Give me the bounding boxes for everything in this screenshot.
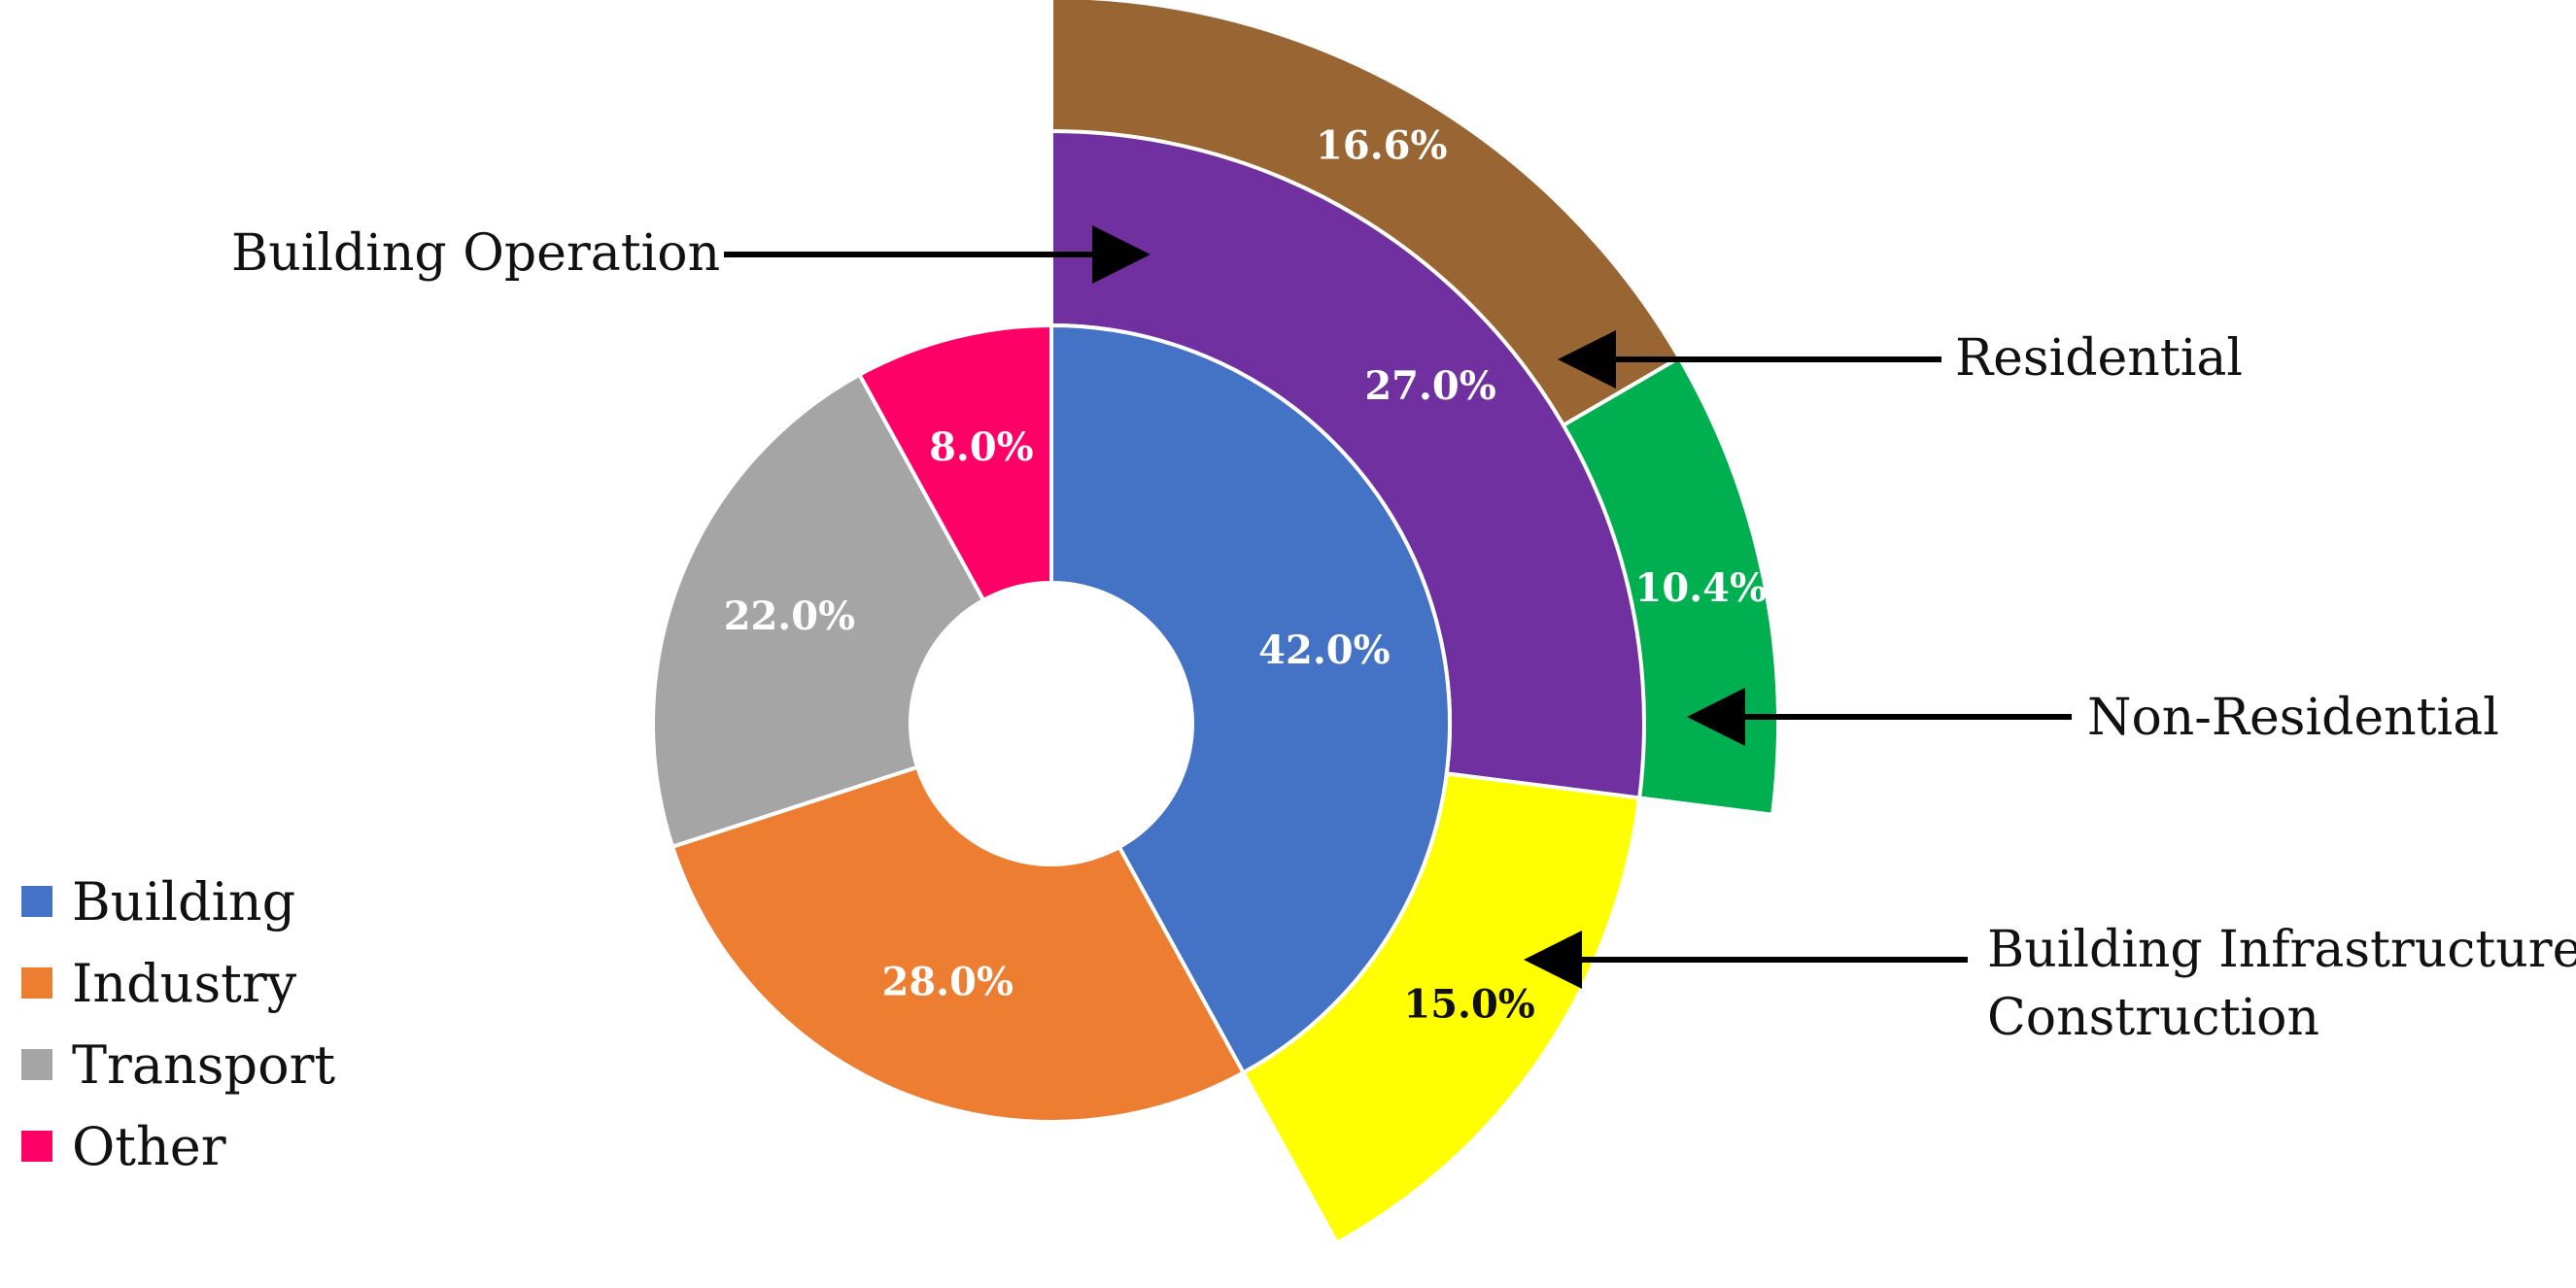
legend-label-industry: Industry bbox=[72, 953, 297, 1014]
callout-non-residential: Non-Residential bbox=[2087, 689, 2499, 747]
callouts: Building Operation Residential Non-Resid… bbox=[231, 224, 2576, 1047]
inner-slice-building bbox=[1049, 322, 1452, 1076]
legend-swatch-other bbox=[21, 1131, 52, 1162]
outer-label-residential: 16.6% bbox=[1316, 123, 1447, 169]
inner-label-industry: 28.0% bbox=[882, 960, 1013, 1005]
outer-label-non-residential: 10.4% bbox=[1635, 565, 1767, 611]
callout-residential: Residential bbox=[1955, 329, 2243, 388]
chart-slices bbox=[651, 0, 1780, 1246]
middle-label-building-operation: 27.0% bbox=[1364, 363, 1495, 409]
legend: Building Industry Transport Other bbox=[21, 871, 335, 1177]
callout-building-operation: Building Operation bbox=[231, 224, 720, 283]
inner-slice-industry bbox=[670, 764, 1247, 1124]
callout-infrastructure-line2: Construction bbox=[1987, 989, 2319, 1047]
inner-label-building: 42.0% bbox=[1258, 627, 1390, 673]
middle-label-building-infrastructure-construction: 15.0% bbox=[1403, 981, 1534, 1027]
callout-infrastructure-line1: Building Infrastructure bbox=[1987, 921, 2576, 979]
legend-swatch-building bbox=[21, 886, 52, 917]
legend-swatch-transport bbox=[21, 1049, 52, 1080]
inner-label-other: 8.0% bbox=[929, 424, 1034, 470]
inner-slice-other bbox=[856, 322, 1053, 603]
legend-label-other: Other bbox=[72, 1116, 226, 1177]
inner-slice-transport bbox=[651, 371, 986, 850]
legend-label-building: Building bbox=[72, 871, 295, 932]
chart-slice-labels: 16.6% 10.4% 27.0% 15.0% 42.0% 28.0% 22.0% 8.0% bbox=[724, 123, 1767, 1028]
legend-label-transport: Transport bbox=[72, 1034, 335, 1096]
legend-swatch-industry bbox=[21, 967, 52, 999]
inner-label-transport: 22.0% bbox=[724, 593, 855, 639]
